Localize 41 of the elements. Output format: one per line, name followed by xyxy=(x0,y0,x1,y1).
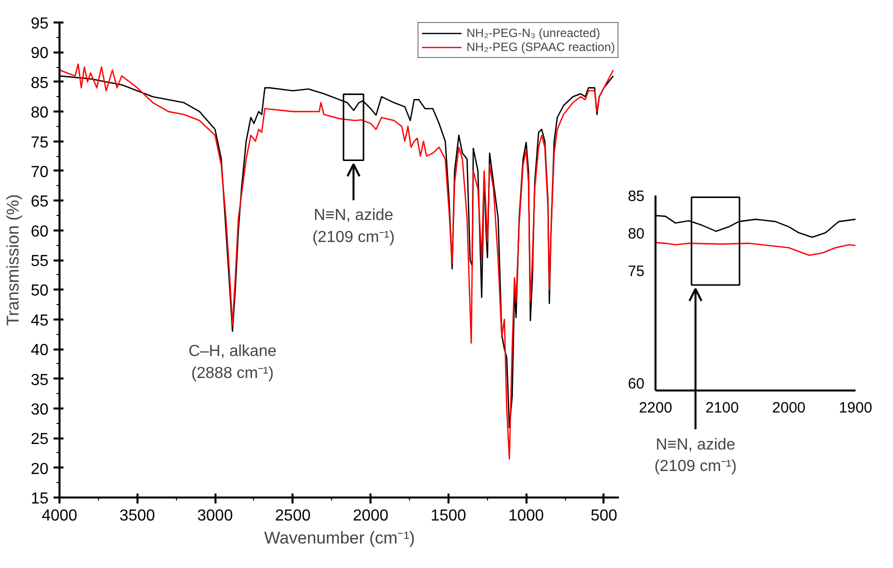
x-tick-label: 2200 xyxy=(638,399,672,416)
y-tick-label: 55 xyxy=(30,253,49,270)
y-tick-label: 15 xyxy=(30,490,49,508)
x-tick-label: 2000 xyxy=(772,399,806,416)
y-tick-label: 95 xyxy=(30,16,49,32)
x-axis-title: Wavenumber (cm⁻¹) xyxy=(264,528,415,548)
y-tick-label: 60 xyxy=(628,375,645,392)
y-tick-label: 85 xyxy=(628,188,645,205)
y-tick-label: 45 xyxy=(30,312,49,330)
x-tick-label: 1000 xyxy=(508,508,544,524)
y-tick-label: 25 xyxy=(30,431,49,448)
line-series xyxy=(654,242,856,256)
x-tick-label: 3000 xyxy=(197,508,233,524)
y-tick-label: 80 xyxy=(628,225,645,242)
legend-label: NH₂-PEG (SPAAC reaction) xyxy=(466,40,615,54)
annotation: C–H, alkane (2888 cm⁻¹) xyxy=(188,342,277,382)
y-tick-label: 90 xyxy=(30,45,49,62)
y-tick-label: 70 xyxy=(30,164,49,181)
legend-label: NH₂-PEG-N₃ (unreacted) xyxy=(466,26,600,40)
x-tick-label: 500 xyxy=(590,508,618,524)
y-tick-label: 75 xyxy=(628,262,645,280)
text: N≡N, azide (2109 cm⁻¹) xyxy=(654,436,737,475)
x-tick-label: 2100 xyxy=(705,399,739,416)
x-tick-label: 1900 xyxy=(838,399,872,416)
x-tick-label: 3500 xyxy=(119,508,156,524)
x-tick-label: 4000 xyxy=(42,508,78,524)
y-tick-label: 20 xyxy=(30,460,49,478)
y-tick-label: 85 xyxy=(30,74,49,92)
x-tick-label: 2000 xyxy=(352,508,389,524)
y-tick-label: 80 xyxy=(30,104,49,122)
x-tick-label: 1500 xyxy=(430,508,466,524)
y-axis-title: Transmission (%) xyxy=(4,194,23,326)
y-tick-label: 50 xyxy=(30,282,49,300)
y-tick-label: 60 xyxy=(30,223,49,240)
x-tick-label: 2500 xyxy=(275,508,311,524)
y-tick-label: 65 xyxy=(30,194,49,211)
y-tick-label: 40 xyxy=(30,342,49,360)
annotation: N≡N, azide (2109 cm⁻¹) xyxy=(312,206,395,246)
y-tick-label: 30 xyxy=(30,401,49,418)
y-tick-label: 75 xyxy=(30,134,49,152)
y-tick-label: 35 xyxy=(30,372,49,389)
